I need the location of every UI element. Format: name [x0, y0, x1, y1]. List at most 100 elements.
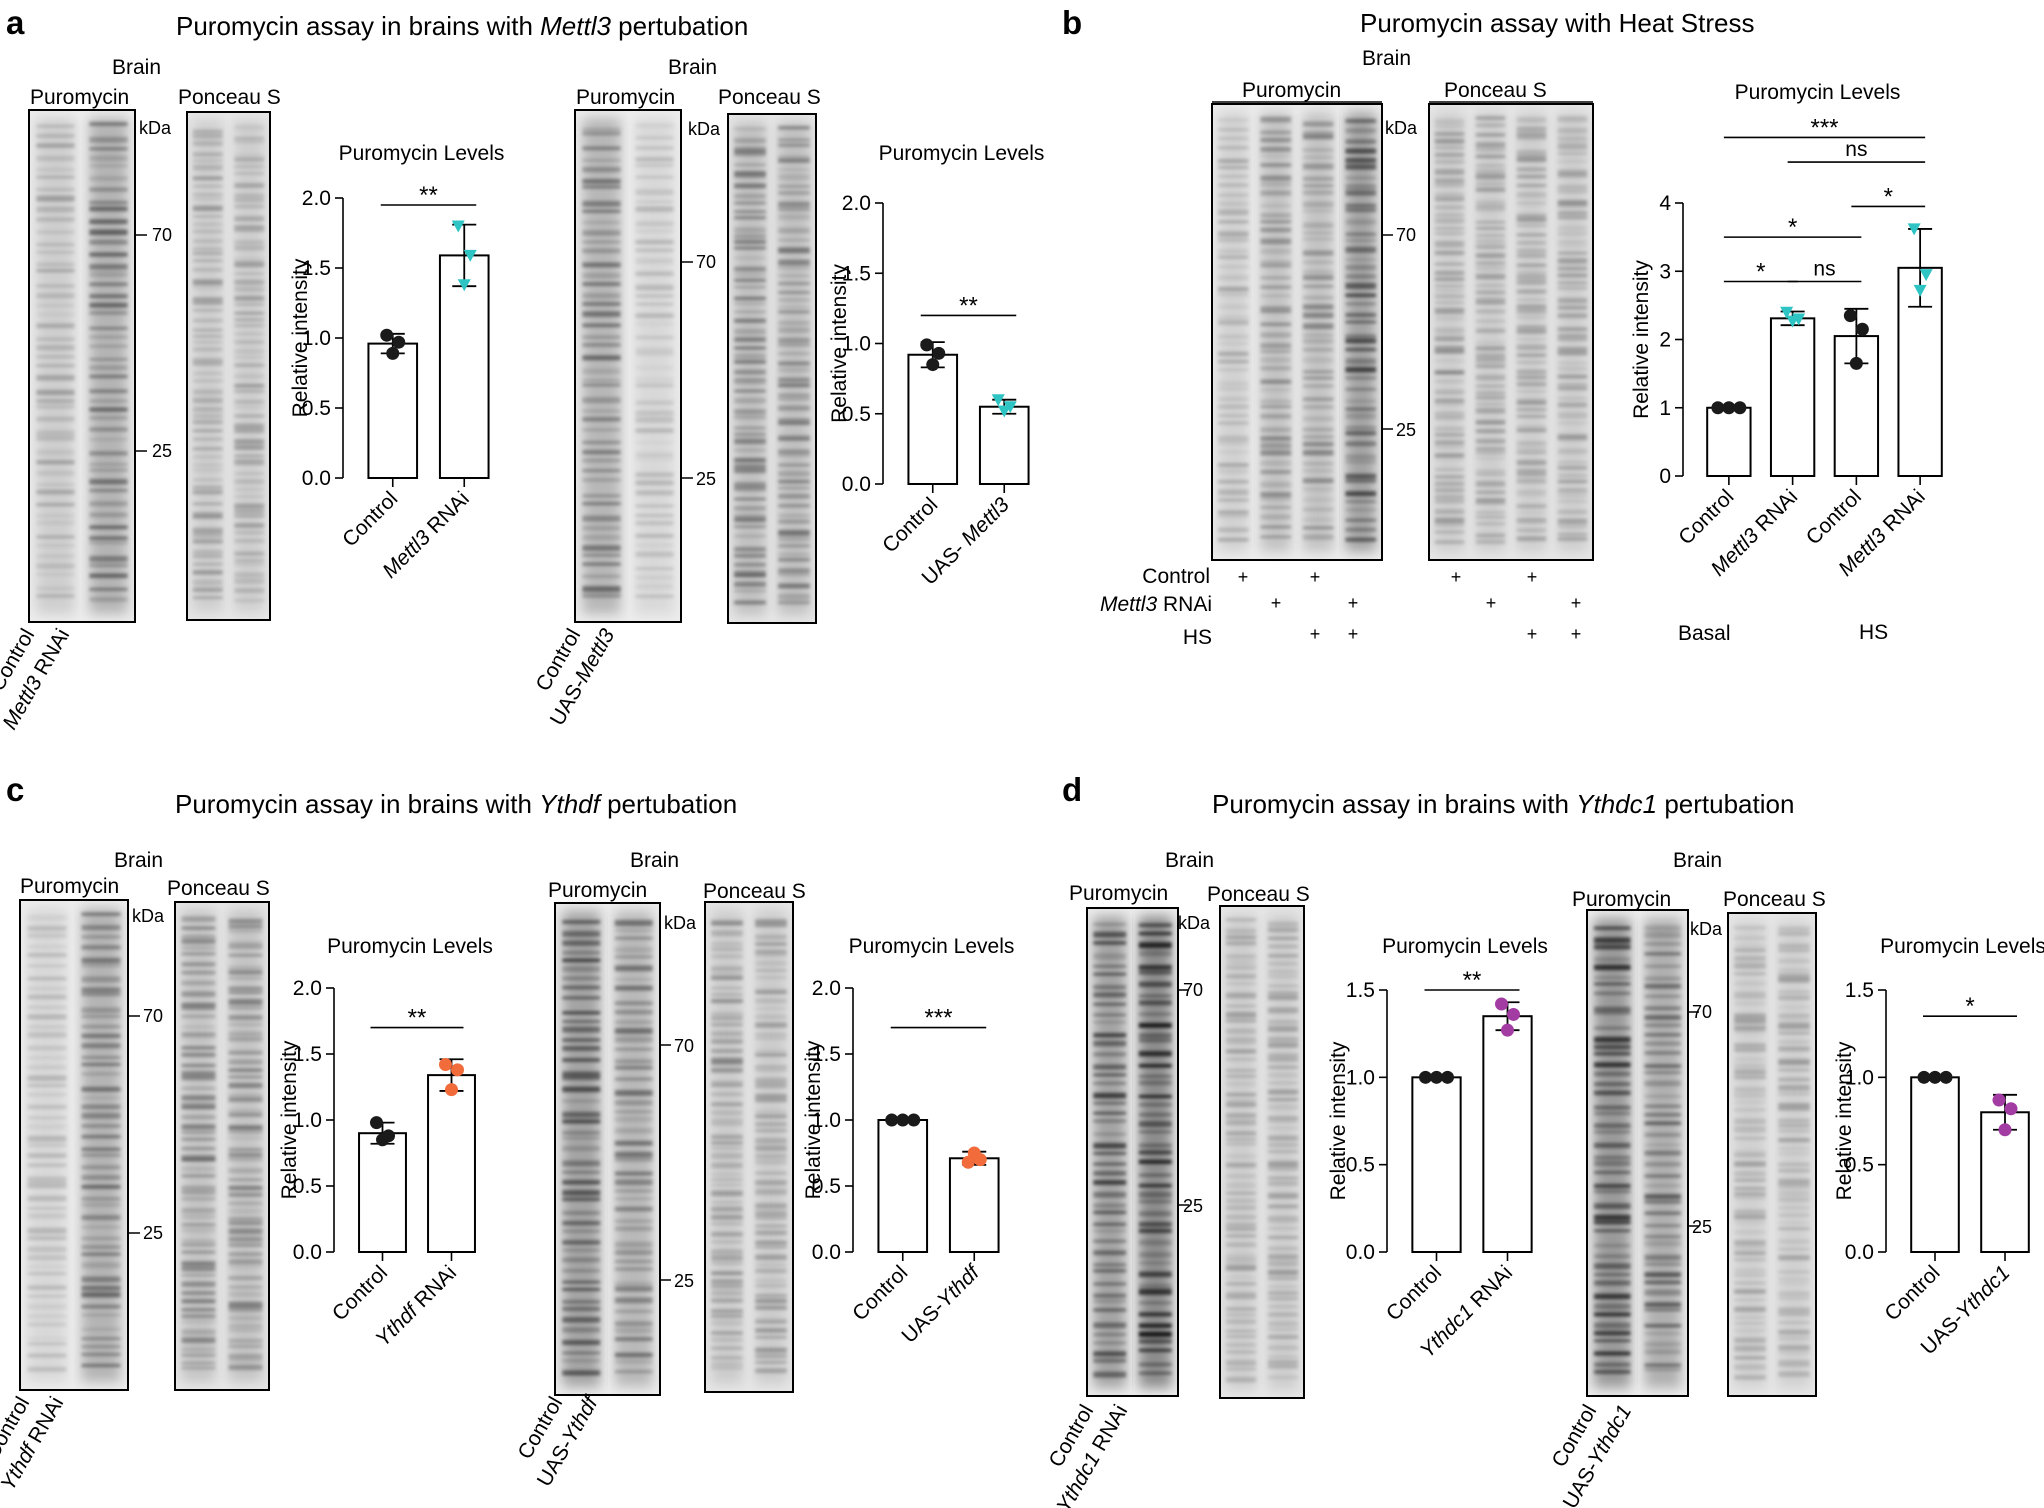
mettl3-plus-row: + + + +	[1271, 593, 1582, 613]
ponceau-label: Ponceau S	[167, 877, 270, 900]
hs-plus-row: + + + +	[1310, 624, 1582, 644]
panel-c: c Puromycin assay in brains with Ythdf p…	[0, 771, 1014, 1494]
bar	[948, 1157, 1000, 1254]
puromycin-label: Puromycin	[1069, 882, 1168, 905]
significance-label: **	[959, 292, 978, 319]
chart-title: Puromycin Levels	[327, 935, 493, 958]
kda-label: kDa	[664, 913, 697, 933]
y-tick-label: 0.0	[302, 467, 331, 490]
bar	[427, 1074, 476, 1253]
brain-label: Brain	[1673, 849, 1722, 872]
y-tick-label: 1.0	[302, 327, 331, 350]
y-tick-label: 0.0	[293, 1241, 322, 1264]
x-tick-label: Control	[338, 487, 402, 551]
data-point	[1495, 997, 1508, 1011]
ponceau-blot	[704, 901, 794, 1393]
row-label-mettl3: Mettl3 RNAi	[1100, 593, 1212, 616]
blot-frame	[28, 109, 136, 623]
blot-frame	[1586, 909, 1689, 1397]
ponceau-blot	[174, 901, 270, 1391]
x-tick-label: Control	[1382, 1261, 1446, 1325]
puromycin-blot	[1086, 907, 1179, 1397]
panel-a: a Puromycin assay in brains with Mettl3 …	[0, 4, 1044, 734]
puromycin-label: Puromycin	[20, 875, 119, 898]
y-tick-label: 2.0	[293, 977, 322, 1000]
y-tick-label: 2.0	[812, 977, 841, 1000]
puromycin-blot	[28, 109, 136, 623]
chart-title: Puromycin Levels	[849, 935, 1015, 958]
lane-smear	[614, 911, 653, 1387]
y-axis-label: Relative intensity	[1833, 1041, 1856, 1200]
data-point	[451, 1063, 464, 1077]
ponceau-label: Ponceau S	[1723, 888, 1826, 911]
marker-25: 25	[1183, 1196, 1203, 1216]
ponceau-label: Ponceau S	[1207, 883, 1310, 906]
puromycin-blot	[1586, 909, 1689, 1397]
lane-smear	[635, 118, 674, 614]
y-tick-label: 1.5	[1845, 979, 1874, 1002]
y-tick-label: 1.0	[1845, 1066, 1874, 1089]
puromycin-label: Puromycin	[548, 879, 647, 902]
marker-25: 25	[696, 469, 716, 489]
data-point	[1419, 1070, 1432, 1084]
marker-70: 70	[152, 225, 172, 245]
data-point	[1919, 269, 1933, 282]
lane-smear	[1225, 914, 1257, 1390]
data-point	[1430, 1070, 1443, 1084]
y-tick-label: 1	[1659, 397, 1671, 420]
data-point	[1939, 1070, 1953, 1084]
lane-smear	[27, 908, 67, 1382]
brain-label: Brain	[1165, 849, 1214, 872]
lane-smear	[711, 910, 743, 1384]
data-point	[439, 1058, 452, 1072]
bar-chart-c2: Puromycin Levels 0.0 0.5 1.0 1.5 2.0 Relative …	[802, 935, 1014, 1348]
significance-label: **	[1463, 967, 1482, 994]
y-tick-label: 1.5	[302, 257, 331, 280]
chart-title: Puromycin Levels	[339, 142, 505, 165]
data-point	[926, 358, 940, 372]
brain-label: Brain	[1362, 47, 1411, 70]
data-point	[1792, 313, 1806, 326]
lane-smear	[36, 118, 75, 614]
brain-label: Brain	[630, 849, 679, 872]
y-tick-label: 1.5	[293, 1043, 322, 1066]
blot-frame	[1727, 912, 1817, 1397]
y-tick-label: 0.5	[302, 397, 331, 420]
data-point	[1917, 1070, 1931, 1084]
panel-d: d Puromycin assay in brains with Ythdc1 …	[1045, 771, 2044, 1508]
data-point	[1855, 322, 1869, 336]
puromycin-blot	[19, 899, 129, 1391]
data-point	[1998, 1123, 2012, 1137]
data-point	[1501, 1023, 1514, 1037]
kda-label: kDa	[1385, 118, 1418, 138]
y-axis-label: Relative intensity	[1327, 1041, 1350, 1200]
lane-smear	[192, 120, 223, 612]
puromycin-blot	[554, 902, 661, 1396]
data-point	[920, 338, 934, 352]
blot-frame	[1219, 905, 1305, 1399]
bar	[367, 342, 419, 479]
ponceau-label: Ponceau S	[1444, 79, 1547, 102]
lane-smear	[1345, 112, 1377, 552]
bar-chart-d2: Puromycin Levels 0.0 0.5 1.0 1.5 Relative int…	[1833, 935, 2044, 1359]
y-tick-label: 0.5	[842, 403, 871, 426]
y-axis-label: Relative intensity	[1630, 260, 1653, 419]
kda-label: kDa	[688, 119, 721, 139]
significance-label: ***	[924, 1005, 952, 1032]
lane-smear	[228, 910, 263, 1382]
blot-frame	[1211, 103, 1383, 561]
data-point	[1711, 401, 1725, 415]
bar	[1769, 317, 1816, 477]
data-point	[1849, 356, 1863, 370]
puromycin-label: Puromycin	[30, 86, 129, 109]
data-point	[1722, 401, 1736, 415]
lane-smear	[1475, 112, 1506, 552]
plus-sign: +	[1527, 624, 1538, 644]
puromycin-label: Puromycin	[1572, 888, 1671, 911]
kda-label: kDa	[1690, 919, 1723, 939]
data-point	[973, 1153, 987, 1167]
y-tick-label: 0.0	[842, 473, 871, 496]
data-point	[1507, 1007, 1520, 1021]
lane-smear	[1516, 112, 1547, 552]
